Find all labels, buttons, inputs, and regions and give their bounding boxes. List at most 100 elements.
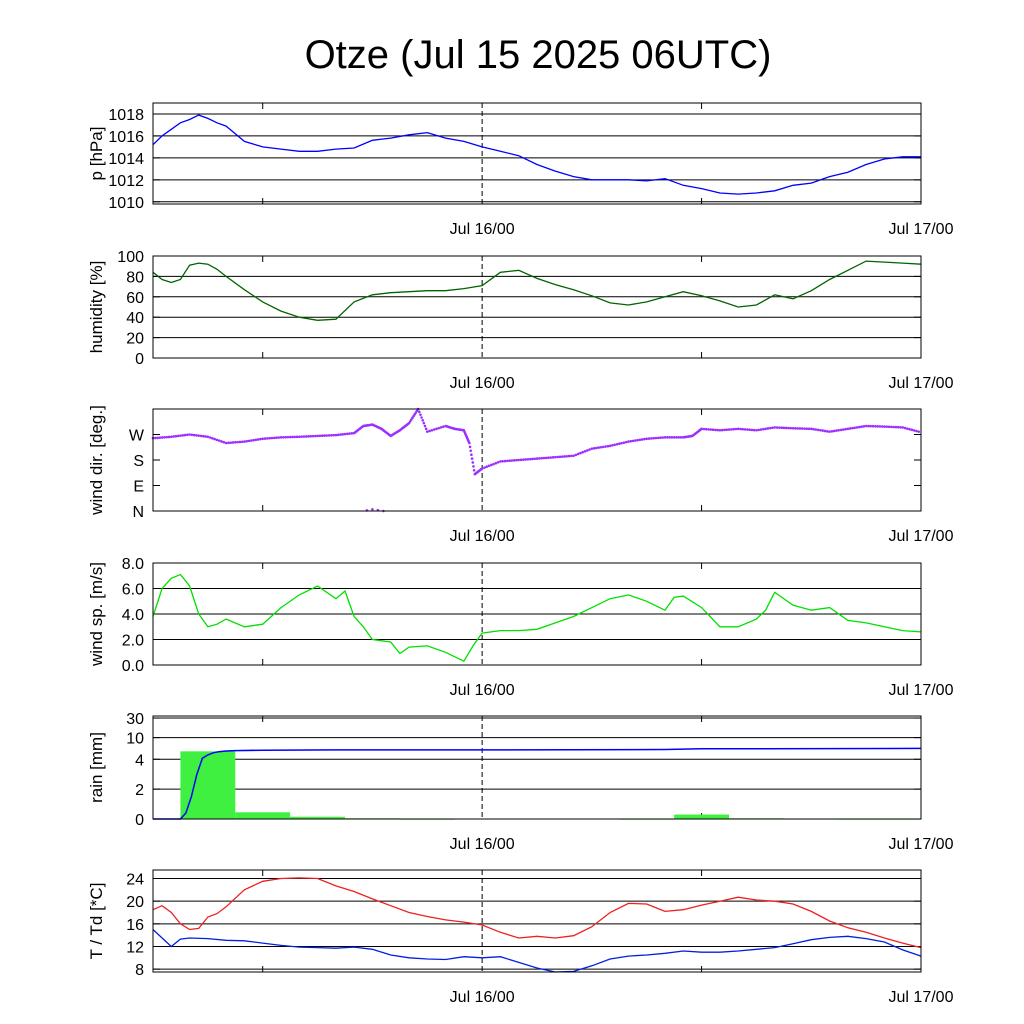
data-point <box>249 439 253 442</box>
x-tick-label: Jul 17/00 <box>889 375 954 392</box>
data-point <box>839 428 843 432</box>
data-point <box>887 425 891 429</box>
data-point <box>537 457 541 460</box>
data-point <box>224 441 228 445</box>
data-point <box>215 438 219 442</box>
series-line <box>152 114 921 195</box>
data-point <box>277 436 281 439</box>
data-point <box>265 437 269 440</box>
data-point <box>489 463 493 467</box>
data-point <box>533 457 537 461</box>
data-point <box>663 436 667 439</box>
data-point <box>211 437 214 440</box>
data-point <box>227 441 230 445</box>
data-point <box>472 468 476 472</box>
data-point <box>510 459 514 462</box>
y-tick-label: E <box>133 479 144 496</box>
data-point <box>437 426 441 430</box>
data-point <box>647 437 651 440</box>
data-point <box>821 429 825 432</box>
data-point <box>606 444 610 448</box>
data-point <box>764 427 767 431</box>
data-point <box>736 427 740 431</box>
y-tick-label: 20 <box>126 894 144 911</box>
data-point <box>508 459 511 463</box>
data-point <box>236 440 239 444</box>
data-point <box>542 456 546 460</box>
data-point <box>471 461 475 464</box>
data-point <box>229 441 233 444</box>
data-point <box>480 467 484 470</box>
data-point <box>501 459 505 463</box>
data-point <box>613 443 617 447</box>
data-point <box>844 427 847 431</box>
y-tick-label: 0 <box>135 351 144 368</box>
data-point <box>670 436 674 439</box>
data-point <box>540 456 543 460</box>
data-point <box>247 439 251 443</box>
data-point <box>183 433 187 437</box>
data-point <box>512 459 516 462</box>
data-point <box>485 465 489 469</box>
data-point <box>371 508 374 511</box>
y-tick-label: N <box>132 504 144 521</box>
panel-frame <box>152 408 922 512</box>
data-point <box>878 425 882 428</box>
data-point <box>505 459 509 463</box>
y-tick-label: 20 <box>126 331 144 348</box>
data-point <box>702 427 706 431</box>
data-point <box>793 427 797 430</box>
data-point <box>272 436 276 440</box>
y-tick-label: S <box>133 453 144 470</box>
panel-frame <box>152 255 922 359</box>
data-point <box>345 432 349 436</box>
data-point <box>725 428 729 432</box>
data-point <box>499 460 502 463</box>
data-point <box>787 426 790 430</box>
series-line <box>152 260 922 321</box>
data-point <box>855 426 859 429</box>
data-point <box>517 458 521 462</box>
data-point <box>720 428 724 432</box>
x-tick-label: Jul 16/00 <box>450 836 515 853</box>
data-point <box>814 428 818 431</box>
data-point <box>876 425 879 428</box>
data-point <box>803 427 806 430</box>
rain-bar <box>235 812 291 819</box>
data-point <box>905 427 909 430</box>
data-point <box>165 435 169 439</box>
data-point <box>908 427 911 431</box>
data-point <box>853 426 857 430</box>
data-point <box>339 433 342 436</box>
data-point <box>263 437 267 440</box>
data-point <box>254 438 258 442</box>
data-point <box>668 436 671 439</box>
x-tick-label: Jul 17/00 <box>889 989 954 1006</box>
data-point <box>417 410 421 414</box>
data-point <box>275 436 278 439</box>
data-point <box>588 448 591 451</box>
y-tick-label: 0.0 <box>122 658 144 675</box>
data-point <box>181 434 185 437</box>
y-tick-label: 80 <box>126 269 144 286</box>
data-point <box>917 430 921 433</box>
data-point <box>745 428 749 431</box>
y-tick-label: 1012 <box>108 173 144 190</box>
data-point <box>713 428 717 432</box>
data-point <box>421 419 425 422</box>
data-point <box>233 440 237 444</box>
data-point <box>531 457 534 461</box>
data-point <box>156 436 159 440</box>
data-point <box>807 427 811 431</box>
data-point <box>279 436 283 439</box>
data-point <box>329 433 333 437</box>
data-point <box>256 438 260 441</box>
data-point <box>585 449 589 452</box>
data-point <box>199 434 203 438</box>
data-point <box>755 428 758 432</box>
data-point <box>885 425 889 428</box>
chart-title: Otze (Jul 15 2025 06UTC) <box>305 33 772 77</box>
data-point <box>915 429 918 433</box>
